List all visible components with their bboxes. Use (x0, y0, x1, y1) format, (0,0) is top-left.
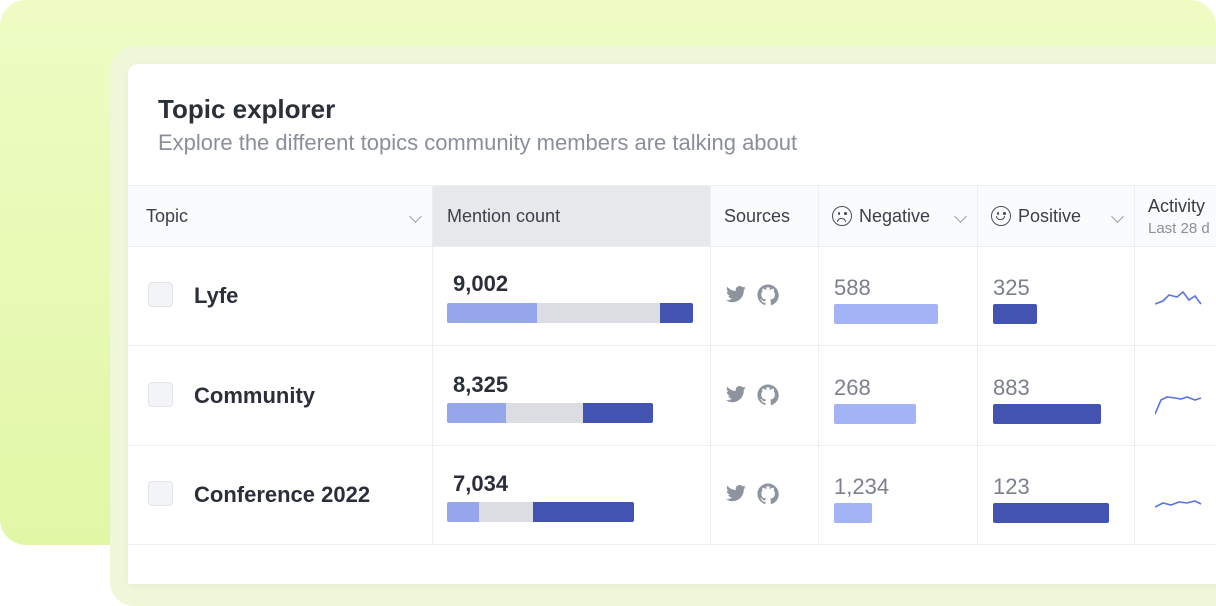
mention-count-cell: 8,325 (433, 346, 711, 445)
positive-bar (993, 503, 1109, 523)
mention-bar-segment (660, 303, 693, 323)
positive-face-icon (991, 206, 1011, 226)
github-icon (757, 384, 779, 406)
sources-cell (711, 346, 819, 445)
chevron-down-icon[interactable] (1111, 210, 1124, 223)
negative-value: 268 (834, 375, 871, 400)
mention-count-value: 8,325 (453, 372, 509, 397)
negative-bar (834, 503, 872, 523)
github-icon (757, 284, 779, 306)
mention-count-value: 7,034 (453, 471, 509, 496)
mention-bar-segment (533, 502, 634, 522)
twitter-icon (726, 485, 746, 502)
positive-value: 123 (993, 474, 1030, 499)
mention-bar-segment (506, 403, 583, 423)
table-row[interactable]: Conference 2022 7,034 1,234 123 (128, 445, 1216, 545)
twitter-icon (726, 286, 746, 303)
mention-bar-segment (537, 303, 660, 323)
positive-cell: 883 (978, 346, 1135, 445)
negative-cell: 268 (819, 346, 978, 445)
table-row[interactable]: Community 8,325 268 883 (128, 346, 1216, 446)
row-checkbox[interactable] (148, 481, 173, 506)
positive-bar (993, 404, 1101, 424)
column-header-label: Negative (859, 205, 931, 226)
page-title: Topic explorer (158, 94, 336, 124)
negative-cell: 1,234 (819, 445, 978, 544)
positive-cell: 123 (978, 445, 1135, 544)
row-checkbox[interactable] (148, 282, 173, 307)
column-header-mention-count[interactable]: Mention count (433, 186, 711, 246)
column-header-label: Activity (1148, 196, 1206, 216)
topic-cell: Conference 2022 (128, 445, 433, 544)
negative-value: 1,234 (834, 474, 890, 499)
activity-cell (1135, 346, 1216, 445)
mention-bar-segment (447, 502, 479, 522)
topic-explorer-card: Topic explorer Explore the different top… (128, 64, 1216, 584)
chevron-down-icon[interactable] (954, 210, 967, 223)
github-icon (757, 483, 779, 505)
negative-bar (834, 304, 938, 324)
topic-name: Conference 2022 (194, 482, 371, 507)
mention-count-cell: 7,034 (433, 445, 711, 544)
topic-name: Lyfe (194, 283, 239, 308)
column-header-sublabel: Last 28 d (1148, 220, 1210, 237)
negative-value: 588 (834, 275, 871, 300)
column-header-activity[interactable]: Activity Last 28 d (1135, 186, 1216, 246)
row-checkbox[interactable] (148, 382, 173, 407)
topic-name: Community (194, 383, 315, 408)
column-header-sources[interactable]: Sources (711, 186, 819, 246)
column-header-label: Sources (724, 205, 791, 226)
negative-cell: 588 (819, 246, 978, 345)
column-header-label: Positive (1018, 205, 1082, 226)
positive-value: 325 (993, 275, 1030, 300)
mention-bar-segment (479, 502, 533, 522)
mention-count-value: 9,002 (453, 271, 509, 296)
column-header-label: Topic (146, 205, 189, 226)
activity-sparkline (1155, 500, 1202, 508)
topic-cell: Lyfe (128, 246, 433, 345)
column-header-positive[interactable]: Positive (978, 186, 1135, 246)
table-row[interactable]: Lyfe 9,002 588 325 (128, 246, 1216, 346)
positive-cell: 325 (978, 246, 1135, 345)
mention-bar-segment (447, 403, 506, 423)
page-subtitle: Explore the different topics community m… (158, 130, 798, 155)
activity-sparkline (1155, 396, 1202, 415)
activity-cell (1135, 246, 1216, 345)
column-header-topic[interactable]: Topic (128, 186, 433, 246)
column-header-negative[interactable]: Negative (819, 186, 978, 246)
chevron-down-icon[interactable] (409, 210, 422, 223)
table-header: Topic Mention count Sources Negative Pos… (128, 185, 1216, 247)
activity-sparkline (1155, 290, 1202, 305)
negative-face-icon (832, 206, 852, 226)
twitter-icon (726, 386, 746, 403)
activity-cell (1135, 445, 1216, 544)
positive-bar (993, 304, 1037, 324)
mention-bar-segment (583, 403, 653, 423)
topic-cell: Community (128, 346, 433, 445)
negative-bar (834, 404, 916, 424)
positive-value: 883 (993, 375, 1030, 400)
sources-cell (711, 445, 819, 544)
mention-count-cell: 9,002 (433, 246, 711, 345)
column-header-label: Mention count (447, 205, 561, 226)
mention-bar-segment (447, 303, 537, 323)
sources-cell (711, 246, 819, 345)
